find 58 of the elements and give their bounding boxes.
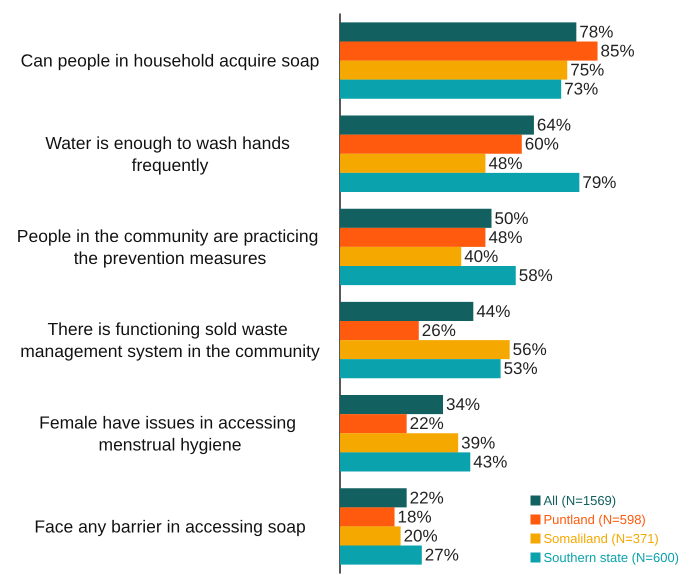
bar xyxy=(340,266,516,286)
data-label: 78% xyxy=(579,22,614,42)
bar xyxy=(340,433,458,452)
data-label: 75% xyxy=(570,60,604,80)
data-label: 34% xyxy=(446,395,480,414)
data-label: 22% xyxy=(410,488,444,508)
bar xyxy=(340,340,510,360)
data-label: 60% xyxy=(524,134,559,154)
bar xyxy=(340,546,422,565)
bar xyxy=(340,395,444,414)
data-label: 27% xyxy=(424,546,459,565)
data-label: 73% xyxy=(564,80,598,99)
data-label: 64% xyxy=(536,116,571,135)
bar xyxy=(340,228,486,247)
data-label: 56% xyxy=(512,340,547,360)
bar xyxy=(340,134,522,154)
legend-label: All (N=1569) xyxy=(544,493,616,508)
bar xyxy=(340,116,534,135)
y-tick-label: Can people in household acquire soap xyxy=(20,50,320,71)
data-label: 22% xyxy=(410,414,444,434)
bar xyxy=(340,41,598,61)
data-label: 85% xyxy=(600,42,635,61)
legend-label: Southern state (N=600) xyxy=(544,550,680,565)
bar xyxy=(340,526,401,546)
bar xyxy=(340,208,492,228)
data-label: 20% xyxy=(404,526,438,546)
data-label: 43% xyxy=(473,452,508,472)
bar xyxy=(340,452,470,472)
bar xyxy=(340,22,576,42)
bar xyxy=(340,507,395,526)
y-tick-label: Water is enough to wash hands frequently xyxy=(45,132,295,175)
bar xyxy=(340,320,419,340)
bar xyxy=(340,302,474,321)
bar xyxy=(340,488,407,508)
data-label: 26% xyxy=(422,321,456,340)
legend-label: Somaliland (N=371) xyxy=(544,531,659,546)
data-label: 58% xyxy=(518,266,553,286)
y-tick-label: Face any barrier in accessing soap xyxy=(34,516,306,536)
y-tick-label: There is functioning sold waste management system in the community xyxy=(20,319,320,362)
bar xyxy=(340,246,462,266)
bar xyxy=(340,414,407,434)
data-label: 48% xyxy=(488,154,522,173)
bar xyxy=(340,172,580,192)
data-label: 44% xyxy=(476,302,510,321)
bar xyxy=(340,60,568,80)
data-label: 18% xyxy=(398,507,432,526)
bar xyxy=(340,359,501,378)
data-label: 39% xyxy=(461,433,496,452)
y-tick-label: Female have issues in accessing menstrual hygiene xyxy=(39,412,301,454)
legend-label: Puntland (N=598) xyxy=(544,512,646,527)
bar xyxy=(340,154,486,173)
data-label: 40% xyxy=(464,246,498,266)
y-tick-label: People in the community are practicing the prevention measures xyxy=(16,226,324,268)
data-label: 48% xyxy=(488,228,522,247)
bar xyxy=(340,80,562,99)
data-label: 50% xyxy=(494,208,529,228)
data-label: 79% xyxy=(582,172,616,192)
data-label: 53% xyxy=(504,359,538,378)
